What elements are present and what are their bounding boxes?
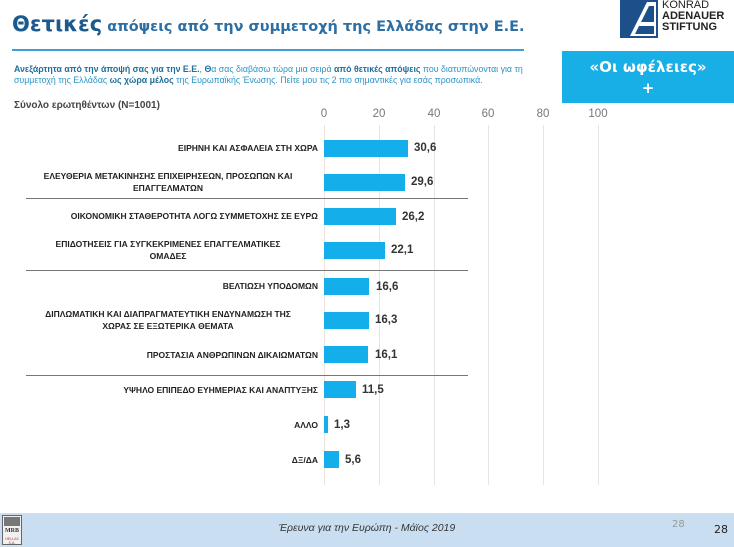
page-number: 28 [714, 523, 728, 536]
title-bold: Θετικές [12, 12, 103, 36]
sample-base: Σύνολο ερωτηθέντων (N=1001) [14, 100, 160, 111]
q-bold-7: ως χώρα μέλος [109, 75, 174, 85]
q-bold-1: Ανεξάρτητα από την άποψή σας για την Ε.Ε… [14, 64, 200, 74]
bar-value: 16,6 [376, 281, 399, 293]
q-text-4: α σας διαβάσω τώρα μια σειρά [211, 64, 334, 74]
x-tick-20: 20 [372, 108, 386, 120]
q-text-8: της Ευρωπαϊκής Ένωσης. Πείτε μου τις 2 π… [173, 75, 483, 85]
x-tick-0: 0 [320, 108, 328, 120]
bar [324, 346, 368, 363]
benefits-badge: «Οι ωφέλειες» + [562, 51, 734, 103]
row-label: ΒΕΛΤΙΩΣΗ ΥΠΟΔΟΜΩΝ [222, 281, 318, 291]
row-label: ΕΙΡΗΝΗ ΚΑΙ ΑΣΦΑΛΕΙΑ ΣΤΗ ΧΩΡΑ [178, 143, 318, 153]
group-separator-3 [26, 375, 468, 376]
q-bold-5: από θετικές απόψεις [333, 64, 421, 74]
row-label: ΔΞ/ΔΑ [291, 455, 318, 465]
kas-logo-icon [620, 0, 658, 38]
row-label: ΟΙΚΟΝΟΜΙΚΗ ΣΤΑΘΕΡΟΤΗΤΑ ΛΟΓΩ ΣΥΜΜΕΤΟΧΗΣ Σ… [70, 211, 318, 221]
question-text: Ανεξάρτητα από την άποψή σας για την Ε.Ε… [14, 64, 534, 86]
bar [324, 242, 385, 259]
bar-value: 22,1 [391, 244, 414, 256]
gridline-100 [598, 125, 599, 485]
bar-value: 11,5 [362, 384, 384, 396]
bar-value: 26,2 [402, 211, 425, 223]
mrb-logo: MRB HELLAS S.A. [2, 515, 22, 545]
x-tick-40: 40 [427, 108, 441, 120]
bar-value: 30,6 [414, 142, 437, 154]
bar [324, 381, 356, 398]
gridline-60 [488, 125, 489, 485]
logo-line-2: ADENAUER [662, 10, 725, 22]
logo-line-3: STIFTUNG [662, 21, 717, 33]
bar [324, 278, 369, 295]
footer: MRB HELLAS S.A. Έρευνα για την Ευρώπη - … [0, 513, 734, 547]
mrb-logo-sub: HELLAS S.A. [5, 537, 19, 545]
footer-caption: Έρευνα για την Ευρώπη - Μάϊος 2019 [278, 522, 456, 534]
bar-value: 16,1 [375, 349, 398, 361]
x-tick-80: 80 [536, 108, 550, 120]
benefits-label: «Οι ωφέλειες» [589, 58, 707, 76]
title-rest: απόψεις από την συμμετοχή της Ελλάδας στ… [107, 19, 525, 35]
bar-value: 29,6 [411, 176, 434, 188]
bar [324, 208, 396, 225]
x-tick-100: 100 [588, 108, 608, 120]
bar [324, 451, 339, 468]
q-bold-3: Θ [204, 64, 212, 74]
x-tick-60: 60 [481, 108, 495, 120]
q-text-2: , [199, 64, 205, 74]
gridline-80 [543, 125, 544, 485]
gridline-40 [434, 125, 435, 485]
kas-logo: KONRAD ADENAUER STIFTUNG [620, 0, 732, 40]
page-number-faint: 28 [672, 519, 685, 530]
row-label: ΑΛΛΟ [294, 420, 318, 430]
bar-value: 1,3 [334, 419, 350, 431]
q-text-6: που διατυπώνονται για τη συμμετοχή της Ε… [14, 64, 523, 85]
mrb-logo-text: MRB [5, 528, 19, 534]
row-label: ΕΠΙΔΟΤΗΣΕΙΣ ΓΙΑ ΣΥΓΚΕΚΡΙΜΕΝΕΣ ΕΠΑΓΓΕΛΜΑΤ… [55, 239, 281, 261]
row-label: ΠΡΟΣΤΑΣΙΑ ΑΝΘΡΩΠΙΝΩΝ ΔΙΚΑΙΩΜΑΤΩΝ [146, 350, 318, 360]
logo-line-1: KONRAD [662, 0, 710, 11]
row-label: ΕΛΕΥΘΕΡΙΑ ΜΕΤΑΚΙΝΗΣΗΣ ΕΠΙΧΕΙΡΗΣΕΩΝ, ΠΡΟΣ… [43, 171, 293, 193]
gridline-0 [324, 125, 325, 485]
bar-value: 16,3 [375, 314, 398, 326]
row-label: ΔΙΠΛΩΜΑΤΙΚΗ ΚΑΙ ΔΙΑΠΡΑΓΜΑΤΕΥΤΙΚΗ ΕΝΔΥΝΑΜ… [45, 309, 291, 331]
group-separator-1 [26, 198, 468, 199]
page-title: Θετικές απόψεις από την συμμετοχή της Ελ… [12, 12, 525, 36]
title-underline [12, 49, 524, 51]
plus-sign: + [641, 79, 655, 97]
gridline-20 [379, 125, 380, 485]
group-separator-2 [26, 270, 468, 271]
row-label: ΥΨΗΛΟ ΕΠΙΠΕΔΟ ΕΥΗΜΕΡΙΑΣ ΚΑΙ ΑΝΑΠΤΥΞΗΣ [123, 385, 318, 395]
bar [324, 312, 369, 329]
bar [324, 174, 405, 191]
bar-value: 5,6 [345, 454, 361, 466]
bar [324, 416, 328, 433]
bar [324, 140, 408, 157]
